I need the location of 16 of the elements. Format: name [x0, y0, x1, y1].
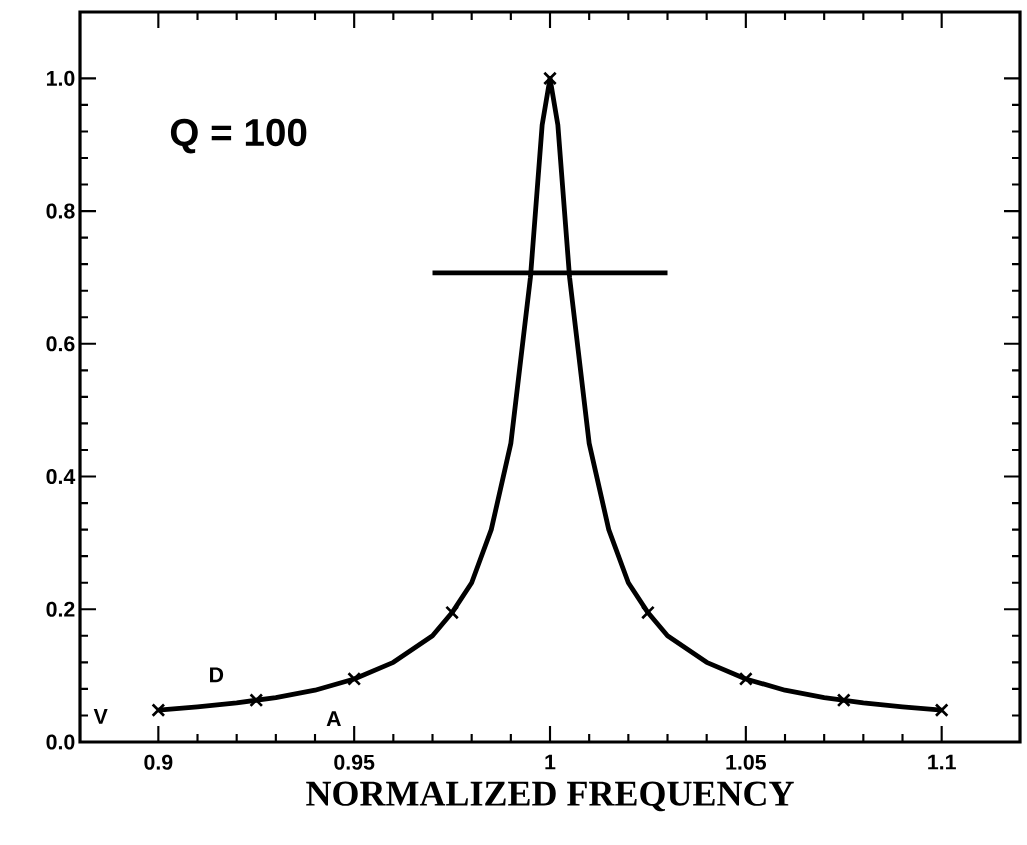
- x-axis-title: NORMALIZED FREQUENCY: [306, 781, 794, 812]
- x-tick-label: 1.1: [928, 754, 956, 770]
- x-tick-label: 0.95: [334, 754, 375, 770]
- x-tick-label: 1: [545, 754, 556, 770]
- x-tick-label: 1.05: [726, 754, 766, 770]
- y-tick-label: 0.4: [46, 468, 76, 485]
- y-tick-label: 1.0: [46, 70, 75, 86]
- annotation: V: [93, 709, 108, 724]
- annotation: D: [210, 667, 224, 683]
- x-tick-label: 0.9: [144, 754, 173, 770]
- y-tick-label: 0.8: [46, 203, 75, 219]
- y-tick-label: 0.2: [46, 601, 75, 617]
- annotation: A: [326, 711, 341, 726]
- y-tick-label: 0.6: [46, 336, 75, 352]
- y-tick-label: 0.0: [46, 734, 75, 750]
- annotation: Q = 100: [170, 118, 307, 154]
